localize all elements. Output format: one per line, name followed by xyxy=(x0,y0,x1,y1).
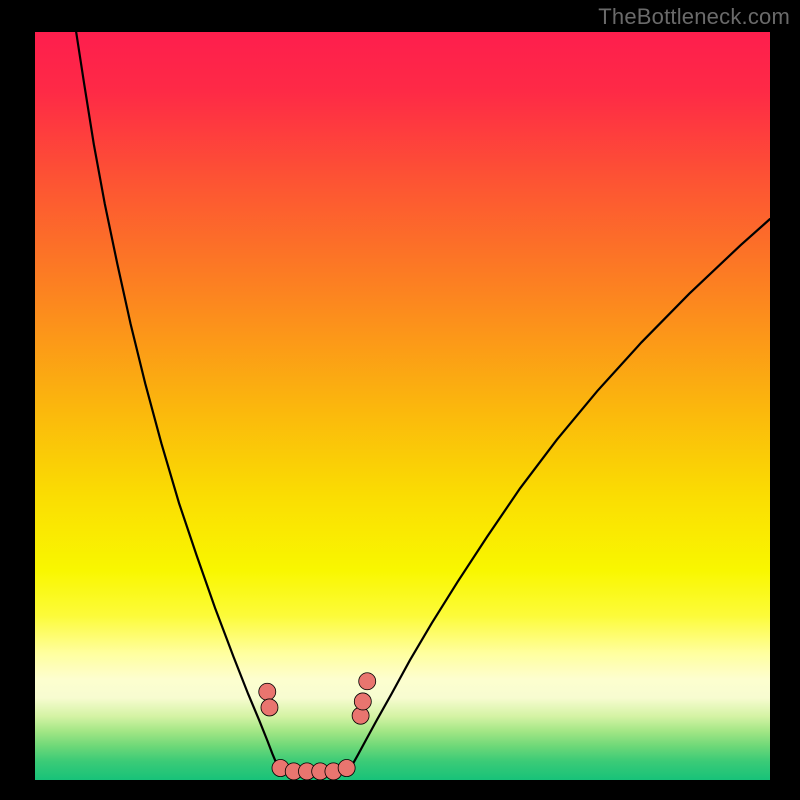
data-marker xyxy=(259,683,276,700)
bottleneck-chart xyxy=(0,0,800,800)
watermark-text: TheBottleneck.com xyxy=(598,4,790,30)
data-marker xyxy=(359,673,376,690)
data-marker xyxy=(338,760,355,777)
data-marker xyxy=(261,699,278,716)
plot-background xyxy=(35,32,770,780)
data-marker xyxy=(354,693,371,710)
